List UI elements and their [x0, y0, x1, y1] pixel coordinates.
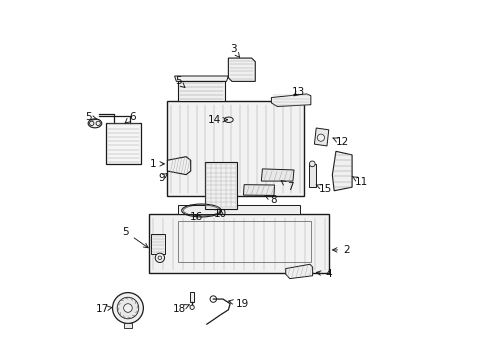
Polygon shape — [174, 76, 228, 81]
Bar — [178, 205, 300, 214]
Circle shape — [317, 134, 324, 141]
Polygon shape — [285, 264, 312, 279]
Text: 11: 11 — [351, 176, 367, 187]
Bar — [106, 123, 140, 164]
Polygon shape — [167, 157, 190, 175]
Polygon shape — [332, 151, 351, 191]
Text: 14: 14 — [207, 115, 227, 125]
Circle shape — [155, 253, 164, 262]
Text: 2: 2 — [332, 245, 349, 255]
Text: 13: 13 — [291, 87, 305, 97]
Text: 9: 9 — [158, 173, 167, 183]
Text: 17: 17 — [96, 304, 112, 314]
Bar — [151, 234, 164, 253]
Circle shape — [112, 293, 143, 323]
Polygon shape — [243, 185, 274, 195]
Bar — [308, 164, 315, 187]
Circle shape — [123, 304, 132, 312]
Ellipse shape — [224, 117, 233, 122]
Text: 1: 1 — [150, 159, 164, 169]
Text: 18: 18 — [172, 304, 189, 314]
Text: 5: 5 — [122, 227, 148, 248]
Text: 8: 8 — [264, 195, 277, 205]
Polygon shape — [314, 128, 328, 146]
Bar — [167, 101, 303, 196]
Text: 6: 6 — [125, 112, 135, 123]
Text: 15: 15 — [316, 184, 332, 194]
Circle shape — [190, 305, 194, 310]
Circle shape — [117, 297, 139, 319]
Text: 19: 19 — [228, 299, 248, 309]
Circle shape — [309, 161, 314, 167]
Text: 4: 4 — [316, 269, 331, 279]
Text: 7: 7 — [281, 181, 293, 192]
Bar — [190, 292, 194, 302]
Text: 10: 10 — [214, 209, 227, 219]
Text: 16: 16 — [189, 212, 203, 221]
Bar — [123, 323, 132, 328]
Polygon shape — [271, 94, 310, 107]
Ellipse shape — [88, 119, 102, 128]
Text: 5: 5 — [175, 76, 184, 87]
Polygon shape — [228, 58, 255, 81]
Text: 12: 12 — [332, 138, 348, 147]
Bar — [178, 81, 224, 101]
Polygon shape — [261, 169, 293, 181]
Bar — [204, 162, 237, 209]
Text: 3: 3 — [229, 44, 239, 57]
Text: 5: 5 — [84, 112, 97, 122]
Bar — [149, 214, 328, 273]
